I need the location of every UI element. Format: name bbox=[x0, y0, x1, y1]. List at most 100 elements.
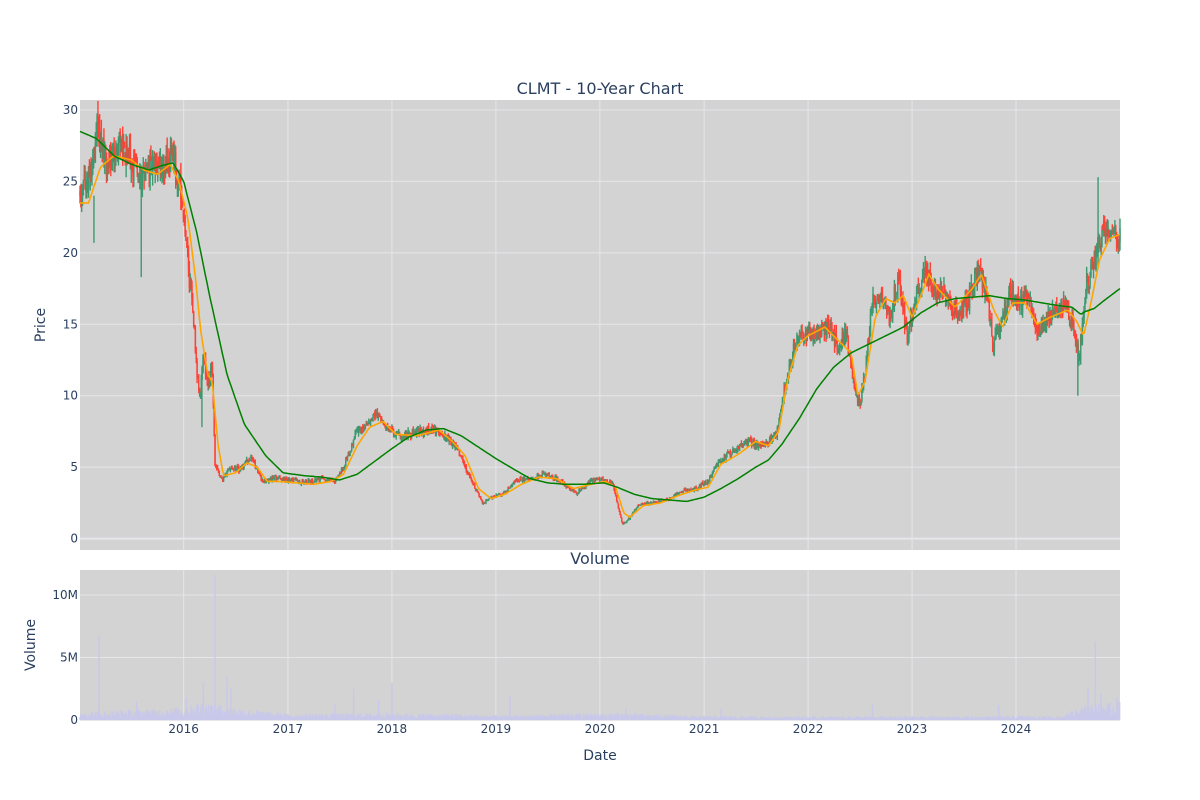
volume-bar bbox=[424, 717, 426, 720]
candle-body bbox=[627, 519, 629, 521]
candle-body bbox=[114, 163, 116, 166]
volume-bar bbox=[277, 712, 279, 720]
candle-body bbox=[909, 324, 911, 330]
candle-body bbox=[852, 378, 855, 380]
volume-bar bbox=[662, 716, 664, 720]
candle-body bbox=[246, 459, 249, 464]
volume-y-tick-labels: 0 5M 10M bbox=[52, 588, 78, 727]
volume-bar bbox=[168, 712, 170, 720]
candle-body bbox=[526, 478, 528, 480]
candle-body bbox=[145, 166, 148, 168]
volume-bar bbox=[118, 713, 120, 720]
candle-body bbox=[809, 327, 811, 333]
volume-bar bbox=[920, 716, 922, 720]
candle-body bbox=[339, 473, 341, 477]
candle-body bbox=[1024, 292, 1026, 297]
candle-body bbox=[506, 491, 508, 493]
candle-body bbox=[704, 481, 707, 484]
candle-body bbox=[918, 291, 920, 294]
candle-body bbox=[190, 279, 192, 288]
volume-bar bbox=[459, 715, 461, 720]
volume-bar bbox=[824, 717, 826, 720]
candle-body bbox=[485, 499, 487, 503]
volume-bar bbox=[924, 716, 927, 720]
candle-body bbox=[435, 428, 438, 435]
volume-bar bbox=[449, 715, 451, 720]
candle-body bbox=[264, 479, 267, 483]
volume-bar bbox=[1050, 718, 1052, 720]
candle-body bbox=[157, 158, 160, 162]
candle-body bbox=[724, 454, 726, 460]
candle-body bbox=[957, 314, 960, 320]
candle-body bbox=[163, 176, 166, 178]
volume-bar bbox=[111, 711, 113, 720]
candle-body bbox=[270, 478, 273, 481]
volume-bar bbox=[609, 714, 611, 720]
candle-body bbox=[193, 324, 196, 330]
volume-bar bbox=[680, 715, 682, 720]
candle-body bbox=[683, 489, 685, 491]
volume-spike-bar bbox=[202, 682, 205, 720]
candle-body bbox=[962, 299, 965, 313]
candle-body bbox=[624, 521, 626, 524]
volume-bar bbox=[353, 715, 356, 720]
candle-body bbox=[175, 152, 177, 180]
candle-body bbox=[1092, 264, 1095, 269]
volume-bar bbox=[882, 716, 884, 720]
volume-bar bbox=[191, 708, 193, 720]
candle-body bbox=[1041, 320, 1043, 334]
volume-bar bbox=[176, 707, 178, 720]
candle-body bbox=[460, 456, 462, 457]
candle-body bbox=[478, 492, 480, 497]
candle-body bbox=[990, 319, 992, 326]
volume-bar bbox=[400, 714, 402, 720]
candle-body bbox=[892, 308, 895, 310]
volume-bar bbox=[322, 715, 324, 720]
candle-body bbox=[781, 401, 784, 406]
candle-body bbox=[227, 469, 229, 472]
candle-body bbox=[1094, 253, 1096, 269]
candle-body bbox=[509, 488, 511, 489]
candle-body bbox=[1074, 334, 1077, 341]
candle-body bbox=[233, 466, 236, 470]
candle-body bbox=[797, 335, 799, 342]
candle-body bbox=[881, 295, 884, 305]
candle-body bbox=[87, 169, 90, 188]
candle-body bbox=[521, 477, 524, 481]
candle-body bbox=[985, 286, 988, 300]
candle-body bbox=[698, 484, 701, 487]
candle-body bbox=[438, 429, 440, 436]
candle-body bbox=[1042, 322, 1044, 331]
volume-bar bbox=[238, 709, 240, 720]
candle-body bbox=[965, 297, 967, 312]
volume-bar bbox=[939, 716, 941, 720]
candle-body bbox=[317, 477, 320, 480]
candle-body bbox=[950, 306, 953, 313]
volume-bar bbox=[275, 713, 278, 720]
candle-body bbox=[732, 448, 734, 452]
candle-body bbox=[566, 485, 568, 488]
volume-bar bbox=[764, 716, 766, 720]
candle-body bbox=[976, 265, 978, 283]
candle-body bbox=[836, 338, 838, 349]
candle-body bbox=[1106, 222, 1108, 235]
candle-body bbox=[411, 429, 414, 436]
candle-body bbox=[412, 429, 414, 433]
volume-bar bbox=[456, 714, 458, 720]
volume-bar bbox=[148, 713, 150, 720]
volume-bar bbox=[194, 708, 196, 720]
candle-body bbox=[347, 452, 350, 456]
candle-body bbox=[251, 459, 254, 461]
candle-body bbox=[617, 503, 620, 509]
candle-body bbox=[970, 282, 973, 288]
candle-body bbox=[652, 501, 655, 504]
candle-body bbox=[125, 146, 127, 164]
price-y-tick-labels: 0 5 10 15 20 25 30 bbox=[63, 103, 78, 546]
candle-body bbox=[659, 501, 661, 503]
candle-body bbox=[678, 492, 680, 494]
candle-body bbox=[169, 141, 172, 166]
candle-body bbox=[527, 478, 530, 480]
candle-body bbox=[1053, 307, 1055, 316]
candle-body bbox=[557, 480, 560, 482]
candle-body bbox=[181, 202, 184, 208]
